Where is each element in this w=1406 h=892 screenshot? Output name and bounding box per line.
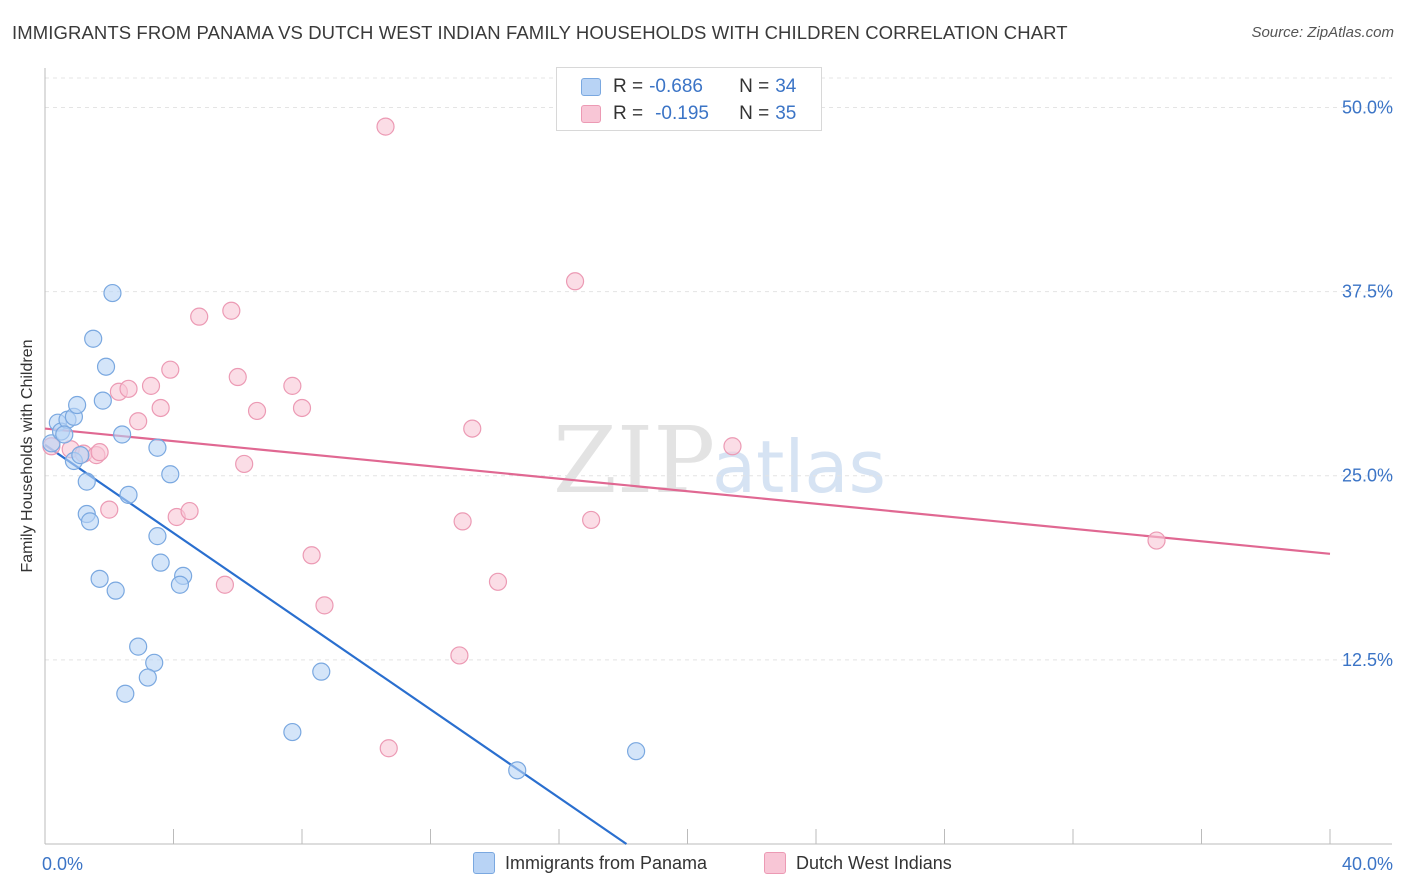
legend-swatch-pink (764, 852, 786, 874)
panama-point (151, 553, 170, 572)
axes (44, 68, 1392, 845)
watermark-zip: ZIP (553, 407, 715, 514)
dutch-west-indian-point (488, 572, 508, 591)
panama-point (129, 637, 148, 656)
r-value: -0.195 (655, 103, 709, 124)
panama-point (116, 684, 135, 703)
series-legend-panama: Immigrants from Panama (473, 852, 707, 874)
y-tick-label: 12.5% (1342, 650, 1393, 670)
dutch-west-indian-point (723, 437, 742, 456)
panama-point (508, 761, 527, 780)
n-value: 35 (775, 103, 797, 124)
dutch-west-indian-point (235, 454, 254, 474)
dutch-west-indian-point (215, 575, 234, 594)
legend-row-dutch-west-indian: R = -0.195 N = 35 (581, 102, 796, 126)
panama-point (626, 742, 646, 761)
panama-point (80, 512, 100, 531)
n-value: 34 (775, 76, 797, 97)
panama-point (55, 425, 74, 444)
dutch-west-indian-trend-line (44, 427, 1331, 555)
dutch-west-indian-point (450, 646, 469, 665)
dutch-west-indian-point (247, 401, 267, 421)
panama-point (148, 438, 167, 457)
panama-point (148, 527, 167, 546)
dutch-west-indian-point (302, 546, 321, 565)
watermark: ZIP atlas (553, 407, 886, 514)
watermark-atlas: atlas (712, 425, 886, 509)
r-label: R = (613, 103, 644, 124)
source-label: Source: ZipAtlas.com (1251, 24, 1394, 41)
panama-point (161, 465, 180, 484)
panama-point (170, 575, 190, 594)
x-tick-labels: 0.0% 40.0% (42, 854, 1393, 874)
dutch-west-indian-point (283, 376, 302, 395)
panama-point (93, 391, 112, 410)
dutch-west-indian-point (100, 500, 119, 519)
dutch-west-indian-point (141, 376, 161, 395)
series-legend-dutch-west-indians: Dutch West Indians (764, 852, 952, 874)
x-tick-label-max: 40.0% (1342, 854, 1393, 874)
legend-swatch-blue (473, 852, 495, 874)
legend-row-panama: R = -0.686 N = 34 (581, 75, 796, 99)
correlation-legend: R = -0.686 N = 34 R = -0.195 N = 35 (556, 67, 822, 131)
series-name: Immigrants from Panama (505, 852, 708, 873)
dutch-west-indian-point (180, 501, 199, 521)
panama-point (96, 357, 116, 376)
trend-lines (44, 427, 1331, 845)
panama-point (42, 434, 61, 453)
data-points (42, 117, 1166, 780)
panama-point (68, 395, 87, 415)
dutch-west-indian-point (463, 419, 482, 438)
y-tick-labels: 12.5% 25.0% 37.5% 50.0% (1342, 97, 1393, 669)
panama-point (312, 662, 331, 681)
grid-lines (45, 77, 1392, 661)
dutch-west-indian-point (315, 596, 334, 615)
panama-point (90, 569, 109, 588)
dutch-west-indian-point (129, 412, 148, 431)
dutch-west-indian-point (376, 117, 395, 136)
y-tick-label: 37.5% (1342, 282, 1393, 302)
dutch-west-indian-point (151, 398, 170, 418)
y-tick-label: 25.0% (1342, 466, 1393, 486)
panama-point (84, 329, 103, 348)
legend-swatch-blue (581, 78, 601, 96)
dutch-west-indian-point (565, 272, 585, 291)
dutch-west-indian-point (453, 512, 472, 531)
x-tick-label-min: 0.0% (42, 854, 83, 874)
panama-point (103, 283, 122, 303)
n-label: N = (739, 76, 770, 97)
panama-point (71, 446, 90, 465)
dutch-west-indian-point (379, 739, 398, 758)
r-value: -0.686 (649, 76, 703, 97)
series-name: Dutch West Indians (796, 852, 952, 873)
legend-swatch-pink (581, 105, 601, 123)
dutch-west-indian-point (119, 379, 138, 398)
r-label: R = (613, 76, 644, 97)
dutch-west-indian-point (161, 360, 180, 379)
dutch-west-indian-point (90, 443, 109, 462)
dutch-west-indian-point (228, 367, 247, 387)
panama-point (77, 472, 96, 491)
chart-title: IMMIGRANTS FROM PANAMA VS DUTCH WEST IND… (12, 22, 1068, 43)
dutch-west-indian-point (1147, 531, 1166, 550)
y-tick-label: 50.0% (1342, 97, 1393, 117)
dutch-west-indian-point (222, 301, 241, 320)
n-label: N = (739, 103, 770, 124)
panama-point (106, 581, 125, 600)
dutch-west-indian-point (292, 398, 312, 418)
panama-trend-line (44, 443, 628, 845)
dutch-west-indian-point (582, 510, 601, 530)
panama-point (138, 668, 157, 687)
panama-point (283, 722, 302, 742)
dutch-west-indian-point (190, 307, 209, 326)
panama-point (112, 425, 132, 444)
panama-point (119, 485, 138, 504)
